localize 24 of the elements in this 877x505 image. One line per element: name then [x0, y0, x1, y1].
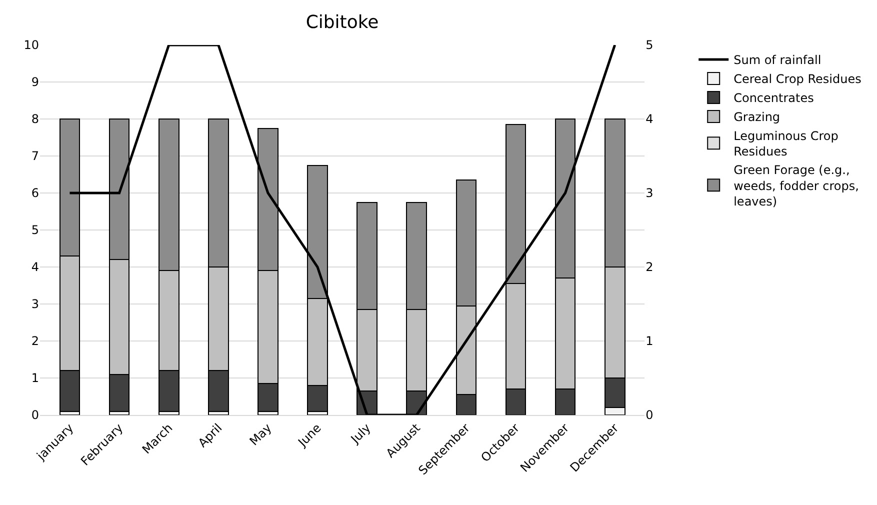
y2-tick-label: 2	[646, 260, 654, 274]
y-tick-label: 0	[31, 408, 39, 422]
legend-label: Green Forage (e.g., weeds, fodder crops, leaves)	[734, 163, 859, 208]
legend-label: Cereal Crop Residues	[734, 72, 862, 86]
y2-tick-label: 3	[646, 186, 654, 200]
y2-tick-label: 0	[646, 408, 654, 422]
y-tick-label: 8	[31, 112, 39, 126]
y-tick-label: 9	[31, 75, 39, 90]
legend-label: Leguminous Crop Residues	[734, 128, 838, 159]
y2-tick-label: 5	[646, 38, 654, 52]
legend-label: Concentrates	[734, 91, 814, 106]
y-tick-label: 5	[31, 223, 39, 238]
y-tick-label: 3	[31, 297, 39, 312]
y-tick-label: 7	[31, 149, 39, 164]
legend-label: Grazing	[734, 110, 780, 124]
y2-tick-label: 1	[646, 334, 654, 348]
y2-tick-label: 4	[646, 112, 654, 126]
chart-title: Cibitoke	[306, 12, 379, 33]
y-tick-label: 10	[24, 38, 39, 52]
y-tick-label: 1	[31, 371, 39, 386]
legend-label: Sum of rainfall	[734, 53, 822, 68]
y-tick-label: 2	[31, 334, 39, 348]
y-tick-label: 4	[31, 260, 39, 274]
y-tick-label: 6	[31, 186, 39, 200]
